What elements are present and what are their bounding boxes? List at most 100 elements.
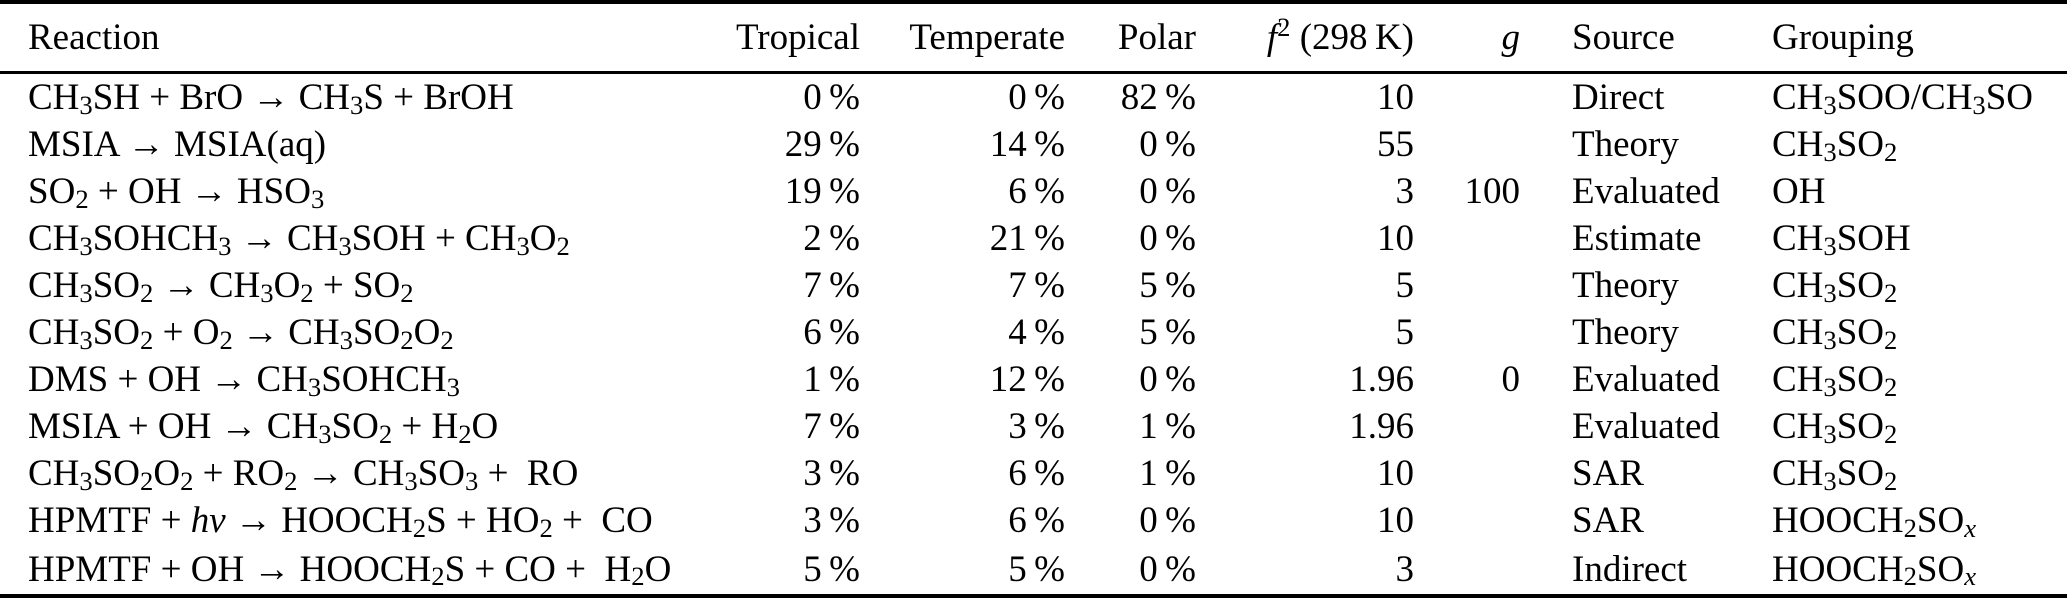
tropical-cell: 7 % [803,406,860,447]
temperate-cell: 7 % [1008,265,1065,306]
reaction-cell: CH3SO2 + O2 → CH3SO2O2 [28,312,454,355]
column-header-temperate: Temperate [860,0,1065,74]
grouping-cell: CH3SO2 [1772,312,1898,355]
temperate-cell: 0 % [1008,77,1065,118]
temperate-cell: 3 % [1008,406,1065,447]
temperate-cell: 6 % [1008,500,1065,541]
source-cell: SAR [1572,453,1644,494]
f2-cell: 3 [1395,171,1415,212]
table-row: SO2 + OH → HSO3 19 % 6 % 0 % 3 100 Evalu… [0,168,2067,215]
table-row: CH3SO2 + O2 → CH3SO2O2 6 % 4 % 5 % 5 The… [0,309,2067,356]
reaction-cell: CH3SO2 → CH3O2 + SO2 [28,265,414,308]
source-cell: Indirect [1520,544,1772,598]
grouping-cell: CH3SO2 [1772,406,1898,449]
temperate-cell: 4 % [1008,312,1065,353]
g-cell [1414,497,1520,544]
grouping-cell: CH3SOO/CH3SO [1772,77,2034,120]
g-cell [1414,450,1520,497]
tropical-cell: 29 % [784,124,860,165]
table-row: HPMTF + hν → HOOCH2S + HO2 + CO 3 % 6 % … [0,497,2067,544]
reaction-cell: HPMTF + hν → HOOCH2S + HO2 + CO [28,500,653,543]
temperate-cell: 6 % [1008,171,1065,212]
temperate-cell: 12 % [989,359,1065,400]
polar-cell: 5 % [1139,312,1196,353]
g-cell [1414,403,1520,450]
g-cell [1414,309,1520,356]
grouping-cell: HOOCH2SOx [1772,500,1977,543]
temperate-cell: 21 % [989,218,1065,259]
source-cell: Theory [1572,312,1679,353]
reaction-cell: SO2 + OH → HSO3 [28,171,325,214]
column-header-f2-298k: f2 (298 K) [1196,0,1414,74]
reaction-cell: MSIA + OH → CH3SO2 + H2O [28,406,499,449]
tropical-cell: 3 % [803,500,860,541]
polar-cell: 1 % [1139,453,1196,494]
table-header: Reaction Tropical Temperate Polar f2 (29… [0,0,2067,74]
source-cell: Evaluated [1572,359,1720,400]
f2-cell: 10 [1377,453,1414,494]
table-body: CH3SH + BrO → CH3S + BrOH 0 % 0 % 82 % 1… [0,73,2067,598]
g-cell: 0 [1501,359,1521,400]
source-cell: Direct [1572,77,1665,118]
column-header-reaction: Reaction [0,0,688,74]
source-cell: SAR [1572,500,1644,541]
tropical-cell: 7 % [803,265,860,306]
f2-cell: 10 [1377,77,1414,118]
g-cell [1414,544,1520,598]
grouping-cell: CH3SOH [1772,218,1911,261]
source-cell: Estimate [1572,218,1702,259]
source-cell: Evaluated [1572,406,1720,447]
f2-cell: 10 [1377,218,1414,259]
f2-cell: 10 [1377,500,1414,541]
temperate-cell: 6 % [1008,453,1065,494]
table-row: CH3SOHCH3 → CH3SOH + CH3O2 2 % 21 % 0 % … [0,215,2067,262]
f2-cell: 3 [1196,544,1414,598]
polar-cell: 82 % [1120,77,1196,118]
f2-cell: 1.96 [1349,406,1414,447]
tropical-cell: 3 % [803,453,860,494]
column-header-source: Source [1520,0,1772,74]
tropical-cell: 1 % [803,359,860,400]
grouping-cell: HOOCH2SOx [1772,544,2067,598]
g-cell [1414,121,1520,168]
source-cell: Evaluated [1572,171,1720,212]
g-cell [1414,73,1520,122]
polar-cell: 0 % [1139,500,1196,541]
tropical-cell: 6 % [803,312,860,353]
reaction-cell: CH3SO2O2 + RO2 → CH3SO3 + RO [28,453,579,496]
polar-cell: 0 % [1065,544,1196,598]
g-cell: 100 [1464,171,1521,212]
column-header-grouping: Grouping [1772,0,2067,74]
column-header-polar: Polar [1065,0,1196,74]
f2-cell: 1.96 [1349,359,1414,400]
table-row: CH3SO2O2 + RO2 → CH3SO3 + RO 3 % 6 % 1 %… [0,450,2067,497]
polar-cell: 0 % [1139,124,1196,165]
g-cell [1414,262,1520,309]
f2-cell: 55 [1377,124,1414,165]
header-row: Reaction Tropical Temperate Polar f2 (29… [0,0,2067,74]
polar-cell: 0 % [1139,359,1196,400]
table-row: HPMTF + OH → HOOCH2S + CO + H2O 5 % 5 % … [0,544,2067,598]
grouping-cell: CH3SO2 [1772,265,1898,308]
table-row: MSIA → MSIA(aq) 29 % 14 % 0 % 55 Theory … [0,121,2067,168]
polar-cell: 5 % [1139,265,1196,306]
table-row: MSIA + OH → CH3SO2 + H2O 7 % 3 % 1 % 1.9… [0,403,2067,450]
f2-cell: 5 [1395,265,1415,306]
temperate-cell: 5 % [860,544,1065,598]
tropical-cell: 2 % [803,218,860,259]
reaction-cell: DMS + OH → CH3SOHCH3 [28,359,460,402]
column-header-tropical: Tropical [688,0,860,74]
grouping-cell: CH3SO2 [1772,453,1898,496]
grouping-cell: OH [1772,171,1826,212]
grouping-cell: CH3SO2 [1772,124,1898,167]
table-row: CH3SO2 → CH3O2 + SO2 7 % 7 % 5 % 5 Theor… [0,262,2067,309]
source-cell: Theory [1572,124,1679,165]
table-row: DMS + OH → CH3SOHCH3 1 % 12 % 0 % 1.96 0… [0,356,2067,403]
temperate-cell: 14 % [989,124,1065,165]
column-header-g: g [1414,0,1520,74]
table-row: CH3SH + BrO → CH3S + BrOH 0 % 0 % 82 % 1… [0,73,2067,122]
polar-cell: 0 % [1139,171,1196,212]
reaction-cell: CH3SOHCH3 → CH3SOH + CH3O2 [28,218,570,261]
